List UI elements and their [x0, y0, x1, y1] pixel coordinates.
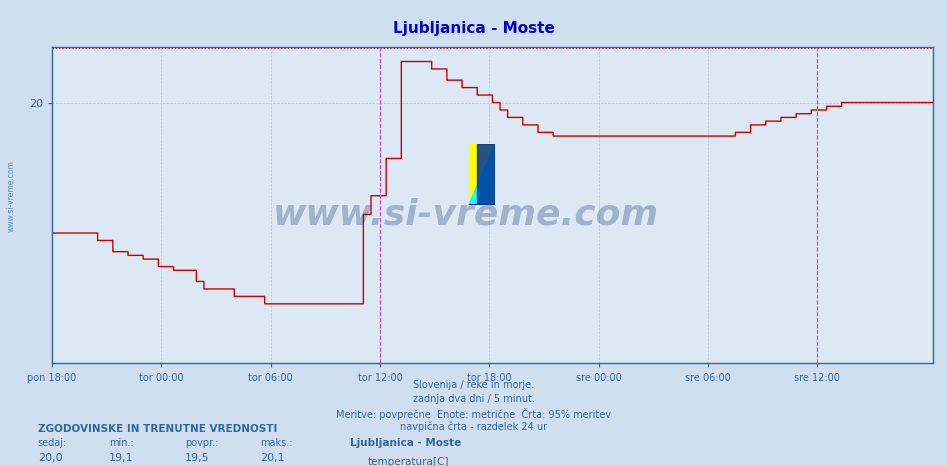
- Text: Ljubljanica - Moste: Ljubljanica - Moste: [350, 439, 461, 448]
- Text: Slovenija / reke in morje.: Slovenija / reke in morje.: [413, 380, 534, 390]
- Polygon shape: [469, 144, 495, 205]
- Text: ZGODOVINSKE IN TRENUTNE VREDNOSTI: ZGODOVINSKE IN TRENUTNE VREDNOSTI: [38, 425, 277, 434]
- Polygon shape: [469, 144, 495, 205]
- Text: temperatura[C]: temperatura[C]: [367, 457, 449, 466]
- Text: min.:: min.:: [109, 439, 134, 448]
- Polygon shape: [476, 144, 495, 205]
- Text: Meritve: povprečne  Enote: metrične  Črta: 95% meritev: Meritve: povprečne Enote: metrične Črta:…: [336, 408, 611, 420]
- Text: 19,1: 19,1: [109, 453, 134, 463]
- Text: 20,1: 20,1: [260, 453, 285, 463]
- Text: 20,0: 20,0: [38, 453, 63, 463]
- Text: www.si-vreme.com: www.si-vreme.com: [273, 198, 659, 232]
- Text: maks.:: maks.:: [260, 439, 293, 448]
- Text: zadnja dva dni / 5 minut.: zadnja dva dni / 5 minut.: [413, 394, 534, 404]
- Text: povpr.:: povpr.:: [185, 439, 218, 448]
- Text: sedaj:: sedaj:: [38, 439, 67, 448]
- Text: navpična črta - razdelek 24 ur: navpična črta - razdelek 24 ur: [400, 422, 547, 432]
- Text: Ljubljanica - Moste: Ljubljanica - Moste: [393, 21, 554, 36]
- Text: www.si-vreme.com: www.si-vreme.com: [7, 160, 16, 232]
- Text: 19,5: 19,5: [185, 453, 209, 463]
